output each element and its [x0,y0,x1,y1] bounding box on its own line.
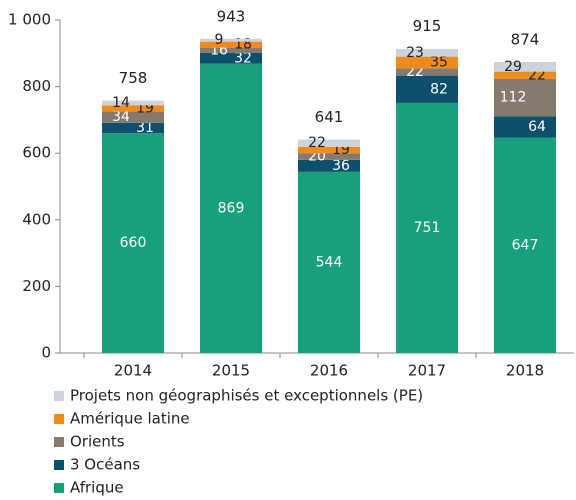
y-tick-label: 1 000 [8,11,51,29]
segment-label: 32 [234,50,252,66]
legend-label: Orients [70,433,125,451]
bar-segment [200,41,262,48]
segment-label: 647 [512,237,539,253]
y-tick-label: 400 [22,210,51,228]
bar-segment [494,116,556,138]
bar-segment [200,38,262,42]
y-tick-label: 200 [22,277,51,295]
bar-segment [102,100,164,106]
bar-segment [200,63,262,354]
segment-label: 751 [414,220,441,236]
bar-segment [298,171,360,353]
total-label: 943 [217,7,246,25]
bar-segment [396,68,458,76]
bar-segment [494,78,556,117]
total-label: 641 [315,108,344,126]
legend-label: Afrique [70,479,124,497]
total-label: 915 [413,17,442,35]
segment-label: 82 [430,81,448,97]
segment-label: 34 [112,109,130,125]
y-tick-label: 600 [22,144,51,162]
legend-swatch [54,437,64,447]
legend-label: Amérique latine [70,410,190,428]
bar-segment [298,153,360,160]
segment-label: 112 [500,90,527,106]
legend-swatch [54,414,64,424]
x-tick-label: 2017 [408,362,446,380]
bar-segment [102,105,164,112]
segment-label: 35 [430,54,448,70]
bar-segment [200,52,262,64]
segment-label: 23 [406,45,424,61]
segment-label: 36 [332,158,350,174]
bar-segment [298,139,360,147]
bar-segment [200,47,262,53]
bar-segment [298,146,360,154]
bar-segment [494,61,556,72]
bar-segment [298,159,360,172]
bar-segment [396,56,458,69]
x-tick-label: 2014 [114,362,152,380]
legend-label: Projets non géographisés et exceptionnel… [70,387,423,405]
segment-label: 29 [504,59,522,75]
segment-label: 22 [308,135,326,151]
legend-swatch [54,483,64,493]
segment-label: 31 [136,120,154,136]
segment-label: 14 [112,95,130,111]
bar-segment [396,102,458,354]
legend-label: 3 Océans [70,456,140,474]
x-tick-label: 2018 [506,362,544,380]
x-tick-label: 2015 [212,362,250,380]
bar-segment [102,122,164,134]
bar-segment [494,71,556,79]
segment-label: 9 [215,32,224,48]
segment-label: 64 [528,119,546,135]
y-tick-label: 800 [22,77,51,95]
total-label: 758 [119,69,148,87]
bar-segment [102,133,164,353]
legend-swatch [54,460,64,470]
segment-label: 660 [120,235,147,251]
bar-segment [396,75,458,103]
bar-segment [396,48,458,57]
x-tick-label: 2016 [310,362,348,380]
segment-label: 544 [316,254,343,270]
y-tick-label: 0 [41,344,51,362]
bar-segment [494,137,556,353]
legend-swatch [54,391,64,401]
segment-label: 869 [218,200,245,216]
bar-segment [102,111,164,123]
total-label: 874 [511,30,540,48]
